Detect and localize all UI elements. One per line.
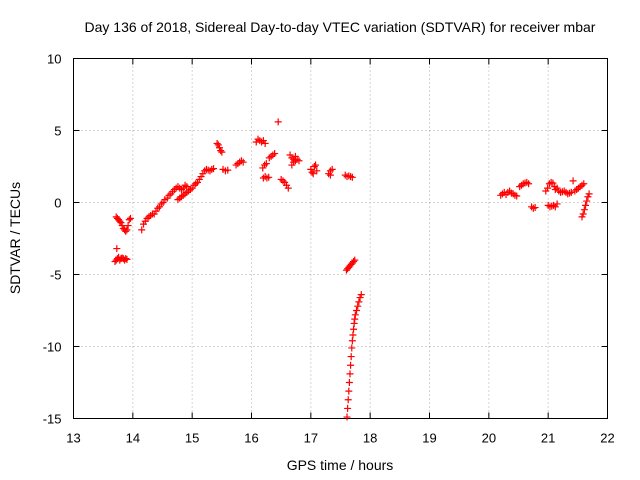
data-point — [262, 160, 270, 168]
axis-ticks: 13 14 15 16 17 18 19 20 21 22 -15 -10 -5 0 5 10 — [43, 52, 615, 446]
data-point — [549, 179, 557, 187]
data-point — [343, 413, 351, 421]
data-point — [224, 166, 232, 174]
data-point — [585, 190, 593, 198]
data-point — [261, 173, 269, 181]
data-point — [122, 227, 130, 235]
y-tick-label: -10 — [43, 340, 62, 355]
data-point — [123, 255, 131, 263]
data-point — [345, 172, 353, 180]
data-point — [580, 206, 588, 214]
data-point — [525, 180, 533, 188]
data-point — [265, 173, 273, 181]
data-point — [498, 190, 506, 198]
x-tick-label: 13 — [66, 431, 80, 446]
x-tick-label: 18 — [363, 431, 377, 446]
x-tick-label: 20 — [482, 431, 496, 446]
data-point — [208, 165, 216, 173]
data-point — [213, 139, 221, 147]
data-point — [553, 200, 561, 208]
data-point — [284, 184, 292, 192]
data-point — [528, 203, 536, 211]
data-point — [310, 163, 318, 170]
data-point — [328, 165, 336, 173]
data-point — [550, 201, 558, 209]
data-point — [122, 255, 130, 263]
x-tick-label: 22 — [600, 431, 614, 446]
data-point — [291, 157, 299, 165]
data-point — [138, 226, 146, 234]
data-point — [271, 150, 279, 158]
data-point — [313, 167, 321, 175]
data-point — [192, 180, 200, 188]
data-point — [529, 204, 537, 212]
data-point — [357, 291, 365, 299]
x-tick-label: 17 — [304, 431, 318, 446]
y-tick-label: 0 — [54, 196, 61, 211]
data-point — [351, 311, 359, 319]
plot-frame — [73, 58, 608, 419]
data-point — [263, 174, 271, 182]
y-tick-label: -15 — [43, 412, 62, 427]
data-point — [125, 216, 133, 224]
x-tick-label: 21 — [541, 431, 555, 446]
data-point — [351, 256, 359, 264]
chart-title: Day 136 of 2018, Sidereal Day-to-day VTE… — [85, 19, 596, 35]
data-point — [344, 396, 352, 404]
y-tick-label: 10 — [47, 52, 61, 67]
data-point — [210, 165, 218, 173]
data-point — [580, 180, 588, 188]
data-point — [547, 178, 555, 186]
data-point — [279, 177, 287, 185]
x-tick-label: 15 — [185, 431, 199, 446]
x-axis-label: GPS time / hours — [287, 457, 394, 473]
data-point — [124, 222, 132, 230]
data-points — [111, 118, 593, 421]
data-point — [567, 188, 575, 196]
data-point — [583, 197, 591, 205]
data-point — [217, 147, 225, 155]
data-point — [123, 226, 131, 234]
data-point — [355, 298, 363, 306]
x-tick-label: 19 — [422, 431, 436, 446]
data-point — [347, 353, 355, 361]
data-point — [344, 404, 352, 412]
data-point — [350, 258, 358, 266]
data-point — [113, 245, 121, 253]
data-point — [354, 302, 362, 310]
data-point — [116, 217, 124, 225]
data-point — [309, 170, 317, 178]
x-tick-label: 14 — [126, 431, 140, 446]
data-point — [346, 370, 354, 378]
data-point — [345, 387, 353, 395]
data-point — [513, 192, 521, 200]
data-point — [218, 148, 226, 156]
data-point — [261, 139, 269, 147]
data-point — [544, 184, 552, 192]
data-point — [348, 344, 356, 352]
data-point — [353, 307, 361, 314]
y-axis-label: SDTVAR / TECUs — [7, 182, 23, 294]
data-point — [345, 379, 353, 386]
data-point — [569, 177, 577, 185]
x-tick-label: 16 — [244, 431, 258, 446]
data-point — [347, 173, 355, 181]
y-tick-label: -5 — [50, 268, 62, 283]
data-point — [531, 204, 539, 212]
data-point — [347, 361, 355, 369]
data-point — [274, 118, 282, 126]
y-tick-label: 5 — [54, 124, 61, 139]
data-point — [326, 171, 334, 179]
data-point — [341, 171, 349, 179]
data-point — [204, 166, 212, 174]
data-point — [239, 158, 247, 166]
data-point — [126, 214, 134, 222]
grid — [73, 58, 608, 419]
data-point — [348, 173, 356, 181]
data-point — [312, 161, 320, 169]
data-point — [579, 210, 587, 218]
data-point — [308, 168, 316, 176]
data-point — [582, 201, 590, 209]
